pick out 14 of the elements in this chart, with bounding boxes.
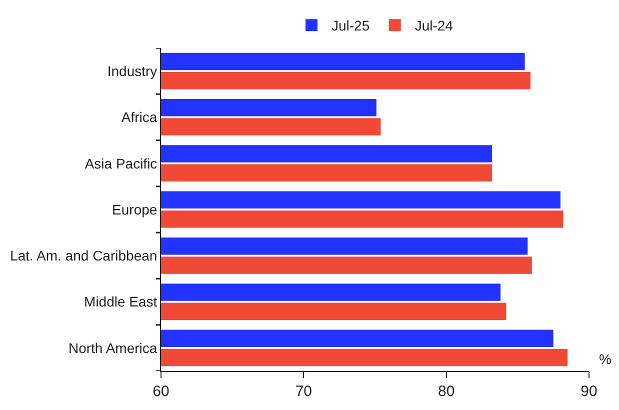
y-tick-label: Middle East xyxy=(84,294,158,310)
y-tick-label: Industry xyxy=(107,62,158,79)
y-tick-label: Lat. Am. and Caribbean xyxy=(10,248,158,264)
y-tick-label: Africa xyxy=(121,109,158,126)
y-tick-label: Europe xyxy=(112,201,158,218)
x-tick-label: 60 xyxy=(152,383,170,400)
legend-label: Jul-24 xyxy=(414,18,454,34)
legend-label: Jul-25 xyxy=(332,18,370,34)
x-axis-title: % xyxy=(599,351,612,367)
y-tick-label: Asia Pacific xyxy=(84,155,158,172)
y-tick-label: North America xyxy=(68,340,158,356)
x-tick-label: 90 xyxy=(580,383,598,400)
x-tick-label: 70 xyxy=(295,383,312,400)
x-tick-label: 80 xyxy=(438,383,455,400)
